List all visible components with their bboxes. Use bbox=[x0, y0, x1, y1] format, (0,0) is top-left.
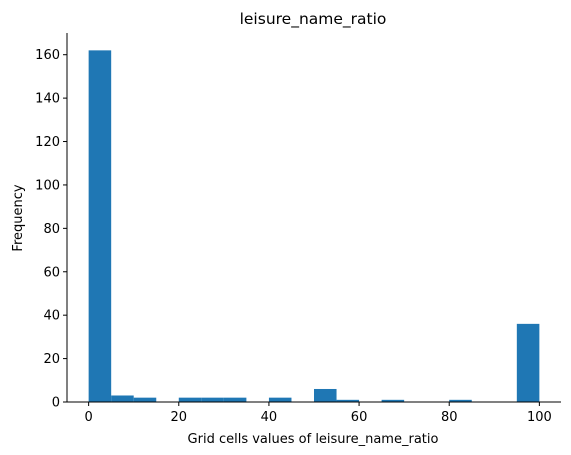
y-tick-label: 100 bbox=[35, 178, 60, 193]
x-tick-label: 80 bbox=[441, 410, 458, 425]
histogram-bar bbox=[223, 397, 247, 402]
y-tick-label: 120 bbox=[35, 135, 60, 150]
bars-layer bbox=[88, 50, 540, 403]
histogram-bar bbox=[336, 399, 360, 402]
x-tick-label: 100 bbox=[527, 410, 552, 425]
histogram-bar bbox=[516, 323, 540, 402]
x-tick-label: 40 bbox=[261, 410, 278, 425]
y-axis-label: Frequency bbox=[11, 184, 26, 251]
y-tick-label: 160 bbox=[35, 48, 60, 63]
y-tick-label: 140 bbox=[35, 92, 60, 107]
x-tick-label: 60 bbox=[351, 410, 368, 425]
histogram-bar bbox=[381, 399, 405, 402]
histogram-bar bbox=[314, 388, 337, 402]
histogram-bar bbox=[111, 395, 134, 402]
axes-layer: 0 20 40 60 80 100 0 20 40 60 80 100 120 140 160 bbox=[35, 33, 561, 425]
histogram-bar bbox=[133, 397, 157, 402]
histogram-bar bbox=[178, 397, 202, 402]
y-tick-label: 60 bbox=[43, 265, 60, 280]
x-axis-label: Grid cells values of leisure_name_ratio bbox=[188, 432, 439, 447]
chart-title: leisure_name_ratio bbox=[240, 10, 387, 29]
histogram-bar bbox=[449, 399, 472, 402]
y-tick-label: 40 bbox=[43, 309, 60, 324]
x-tick-label: 20 bbox=[171, 410, 188, 425]
histogram-bar bbox=[268, 397, 292, 402]
y-tick-label: 80 bbox=[43, 222, 60, 237]
histogram-bar bbox=[88, 50, 112, 403]
x-tick-label: 0 bbox=[84, 410, 92, 425]
y-tick-label: 0 bbox=[52, 396, 60, 411]
y-tick-label: 20 bbox=[43, 352, 60, 367]
histogram-bar bbox=[201, 397, 224, 402]
